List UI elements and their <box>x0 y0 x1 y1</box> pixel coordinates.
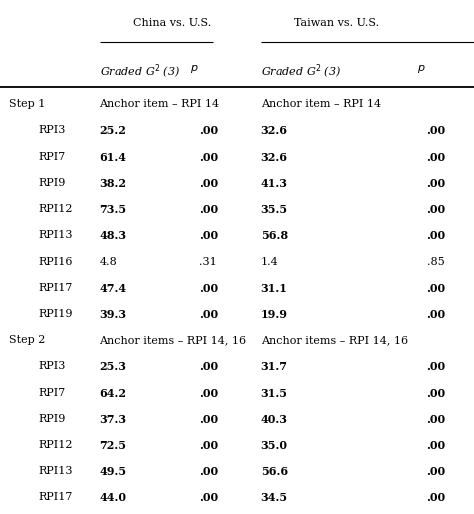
Text: Anchor item – RPI 14: Anchor item – RPI 14 <box>261 99 381 109</box>
Text: 32.6: 32.6 <box>261 125 288 137</box>
Text: .85: .85 <box>427 256 444 267</box>
Text: .00: .00 <box>199 230 218 242</box>
Text: .00: .00 <box>199 283 218 294</box>
Text: 39.3: 39.3 <box>100 309 127 320</box>
Text: Step 1: Step 1 <box>9 99 46 109</box>
Text: Taiwan vs. U.S.: Taiwan vs. U.S. <box>294 18 379 28</box>
Text: Anchor item – RPI 14: Anchor item – RPI 14 <box>100 99 219 109</box>
Text: RPI17: RPI17 <box>38 283 73 293</box>
Text: 56.6: 56.6 <box>261 466 288 478</box>
Text: RPI7: RPI7 <box>38 152 65 162</box>
Text: Anchor items – RPI 14, 16: Anchor items – RPI 14, 16 <box>261 335 408 345</box>
Text: RPI12: RPI12 <box>38 440 73 450</box>
Text: .00: .00 <box>199 388 218 399</box>
Text: 48.3: 48.3 <box>100 230 127 242</box>
Text: 44.0: 44.0 <box>100 492 127 504</box>
Text: 4.8: 4.8 <box>100 256 117 267</box>
Text: .00: .00 <box>427 414 446 425</box>
Text: RPI9: RPI9 <box>38 414 65 424</box>
Text: .00: .00 <box>427 178 446 189</box>
Text: .00: .00 <box>427 204 446 215</box>
Text: 31.1: 31.1 <box>261 283 288 294</box>
Text: 47.4: 47.4 <box>100 283 127 294</box>
Text: .00: .00 <box>199 309 218 320</box>
Text: Graded G$^2$ (3): Graded G$^2$ (3) <box>261 63 341 81</box>
Text: 56.8: 56.8 <box>261 230 288 242</box>
Text: 25.3: 25.3 <box>100 361 127 373</box>
Text: .00: .00 <box>199 152 218 163</box>
Text: RPI3: RPI3 <box>38 125 65 136</box>
Text: 49.5: 49.5 <box>100 466 127 478</box>
Text: 35.5: 35.5 <box>261 204 288 215</box>
Text: Anchor items – RPI 14, 16: Anchor items – RPI 14, 16 <box>100 335 246 345</box>
Text: RPI13: RPI13 <box>38 466 73 476</box>
Text: RPI13: RPI13 <box>38 230 73 241</box>
Text: 41.3: 41.3 <box>261 178 288 189</box>
Text: 31.7: 31.7 <box>261 361 288 373</box>
Text: 64.2: 64.2 <box>100 388 127 399</box>
Text: .31: .31 <box>199 256 217 267</box>
Text: RPI17: RPI17 <box>38 492 73 503</box>
Text: 72.5: 72.5 <box>100 440 127 451</box>
Text: .00: .00 <box>199 125 218 137</box>
Text: .00: .00 <box>427 309 446 320</box>
Text: .00: .00 <box>199 361 218 373</box>
Text: .00: .00 <box>199 440 218 451</box>
Text: Graded G$^2$ (3): Graded G$^2$ (3) <box>100 63 180 81</box>
Text: RPI16: RPI16 <box>38 256 73 267</box>
Text: 40.3: 40.3 <box>261 414 288 425</box>
Text: 31.5: 31.5 <box>261 388 288 399</box>
Text: .00: .00 <box>199 466 218 478</box>
Text: 1.4: 1.4 <box>261 256 278 267</box>
Text: $p$: $p$ <box>417 63 426 75</box>
Text: .00: .00 <box>427 492 446 504</box>
Text: RPI19: RPI19 <box>38 309 73 319</box>
Text: .00: .00 <box>427 361 446 373</box>
Text: Step 2: Step 2 <box>9 335 46 345</box>
Text: RPI3: RPI3 <box>38 361 65 372</box>
Text: .00: .00 <box>199 178 218 189</box>
Text: 61.4: 61.4 <box>100 152 127 163</box>
Text: .00: .00 <box>427 440 446 451</box>
Text: .00: .00 <box>427 152 446 163</box>
Text: 35.0: 35.0 <box>261 440 288 451</box>
Text: 32.6: 32.6 <box>261 152 288 163</box>
Text: RPI9: RPI9 <box>38 178 65 188</box>
Text: .00: .00 <box>199 414 218 425</box>
Text: .00: .00 <box>427 125 446 137</box>
Text: 34.5: 34.5 <box>261 492 288 504</box>
Text: .00: .00 <box>427 230 446 242</box>
Text: 25.2: 25.2 <box>100 125 127 137</box>
Text: .00: .00 <box>199 492 218 504</box>
Text: .00: .00 <box>427 388 446 399</box>
Text: .00: .00 <box>427 466 446 478</box>
Text: 73.5: 73.5 <box>100 204 127 215</box>
Text: RPI7: RPI7 <box>38 388 65 398</box>
Text: .00: .00 <box>199 204 218 215</box>
Text: .00: .00 <box>427 283 446 294</box>
Text: 19.9: 19.9 <box>261 309 288 320</box>
Text: RPI12: RPI12 <box>38 204 73 214</box>
Text: 38.2: 38.2 <box>100 178 127 189</box>
Text: $p$: $p$ <box>190 63 198 75</box>
Text: 37.3: 37.3 <box>100 414 127 425</box>
Text: China vs. U.S.: China vs. U.S. <box>133 18 211 28</box>
